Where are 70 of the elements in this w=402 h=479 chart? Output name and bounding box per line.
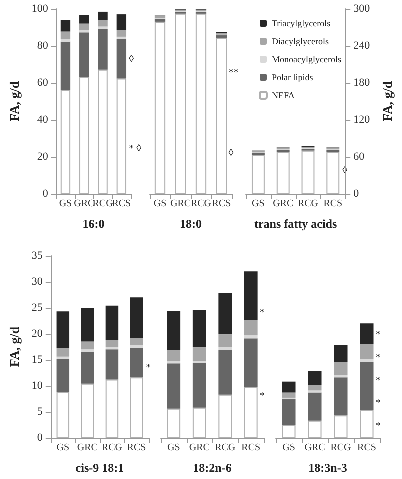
y-tick-label: 20 <box>32 328 44 340</box>
y-tick-label: 25 <box>32 302 44 314</box>
y-tick-label: 0 <box>42 188 49 200</box>
x-axis-title: 18:0 <box>180 217 202 231</box>
x-tick-label: RCG <box>190 198 212 210</box>
legend-label: NEFA <box>272 90 296 100</box>
annotation: ◊ <box>228 148 234 160</box>
x-axis-title: 18:3n-3 <box>308 461 348 475</box>
x-tick-label: RCG <box>298 198 319 210</box>
annotation: * <box>260 390 265 402</box>
y-tick-label: 40 <box>37 114 49 126</box>
x-tick-label: RCG <box>92 198 114 210</box>
x-tick-label: RCG <box>102 442 122 454</box>
x-tick-label: RCS <box>127 442 146 454</box>
annotation: * <box>376 421 381 432</box>
x-tick-label: GS <box>252 198 265 210</box>
x-tick-label: RCS <box>358 442 376 454</box>
x-tick-label: GS <box>167 442 180 454</box>
x-tick-label: GRC <box>77 442 98 454</box>
x-tick-label: RCS <box>242 442 261 454</box>
x-tick-label: GS <box>59 198 72 210</box>
x-tick-label: RCS <box>324 198 343 210</box>
x-tick-label: RCS <box>112 198 132 210</box>
y-tick-label: 35 <box>32 250 44 262</box>
legend-label: Triacylglycerols <box>272 18 332 28</box>
annotation: * <box>260 308 265 319</box>
annotation: ◊ <box>129 54 134 65</box>
legend-label: Polar lipids <box>272 72 314 82</box>
y-tick-label: 60 <box>37 77 49 89</box>
x-tick-label: GRC <box>170 198 192 210</box>
y-tick-label: 20 <box>37 151 49 163</box>
y-tick-label: 5 <box>37 406 44 418</box>
y2-tick-label: 120 <box>354 114 371 126</box>
legend-label: Monoacylglycerols <box>272 54 342 64</box>
y2-tick-label: 180 <box>354 77 371 89</box>
annotation: * ◊ <box>129 144 142 155</box>
x-tick-label: GRC <box>74 198 95 210</box>
annotation: * <box>376 375 381 386</box>
y-tick-label: 10 <box>32 380 44 392</box>
x-tick-label: RCG <box>215 442 236 454</box>
x-tick-label: GS <box>282 442 296 454</box>
annotation: * <box>146 362 152 374</box>
x-tick-label: GS <box>154 198 167 210</box>
x-axis-title: 16:0 <box>82 217 105 231</box>
x-axis-title: cis-9 18:1 <box>76 461 124 475</box>
y-tick-label: 30 <box>32 276 44 288</box>
y2-tick-label: 300 <box>354 3 371 15</box>
x-tick-label: GS <box>56 442 70 454</box>
y-tick-label: 0 <box>37 432 44 444</box>
y-axis-title: FA, g/d <box>7 80 22 122</box>
y-tick-label: 80 <box>37 40 49 52</box>
annotation: * <box>376 352 381 364</box>
x-tick-label: RCS <box>212 198 232 210</box>
y2-tick-label: 240 <box>354 40 371 52</box>
y2-axis-title: FA, g/d <box>380 80 395 122</box>
x-axis-title: 18:2n-6 <box>193 461 232 475</box>
x-tick-label: GRC <box>304 442 326 454</box>
y-axis-title: FA, g/d <box>7 326 22 368</box>
y-tick-label: 15 <box>32 354 44 366</box>
x-tick-label: RCG <box>330 442 352 454</box>
x-axis-title: trans fatty acids <box>254 217 338 231</box>
annotation: * <box>376 398 381 410</box>
x-tick-label: GRC <box>273 198 294 210</box>
x-tick-label: GRC <box>189 442 210 454</box>
annotation: * <box>376 330 381 341</box>
legend-label: Diacylglycerols <box>272 36 330 46</box>
annotation: ** <box>228 67 239 78</box>
y2-tick-label: 0 <box>354 188 360 200</box>
y-tick-label: 100 <box>32 3 49 15</box>
y2-tick-label: 60 <box>354 151 366 163</box>
